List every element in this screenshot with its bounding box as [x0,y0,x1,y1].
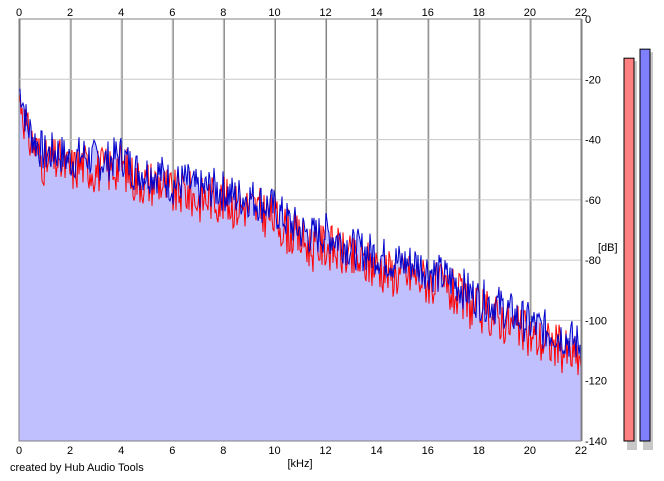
x-tick-label-bottom: 12 [319,445,331,457]
x-tick-label-bottom: 4 [118,445,124,457]
x-tick-label-top: 12 [319,7,331,19]
spectrum-lines [18,88,582,376]
x-tick-label-bottom: 22 [575,445,587,457]
x-ticks-top: 0 2 4 6 8 10 12 14 16 18 20 22 [16,7,587,19]
x-tick-label-top: 16 [422,7,434,19]
level-meter-bar [639,48,651,442]
y-tick-label: -100 [585,315,607,327]
x-tick-label-bottom: 10 [268,445,280,457]
x-tick-label-top: 10 [268,7,280,19]
x-tick-label-bottom: 16 [422,445,434,457]
x-tick-label-bottom: 18 [473,445,485,457]
level-meters [623,48,653,451]
y-tick-label: -120 [585,376,607,388]
x-tick-label-top: 6 [169,7,175,19]
x-tick-label-bottom: 2 [67,445,73,457]
y-tick-label: -60 [585,195,601,207]
y-ticks: 0 -20 -40 -60 -80 -100 -120 -140 [585,14,607,448]
credit-text: created by Hub Audio Tools [10,462,144,474]
y-axis-label: [dB] [598,242,618,254]
spectrum-fill [19,88,581,442]
x-tick-label-bottom: 6 [169,445,175,457]
y-tick-label: -80 [585,255,601,267]
x-tick-label-top: 4 [118,7,124,19]
x-tick-label-top: 20 [524,7,536,19]
level-meter-bar [623,57,635,442]
x-ticks-bottom: 0 2 4 6 8 10 12 14 16 18 20 22 [16,445,587,457]
plot-border [18,18,582,442]
x-tick-label-top: 0 [16,7,22,19]
series-line-blue [18,88,582,363]
x-tick-label-top: 14 [371,7,383,19]
y-tick-label: 0 [585,14,591,26]
spectrum-area [19,88,581,442]
x-tick-label-top: 18 [473,7,485,19]
x-tick-label-top: 22 [575,7,587,19]
y-tick-label: -20 [585,74,601,86]
x-tick-label-bottom: 14 [371,445,383,457]
y-tick-label: -140 [585,436,607,448]
x-tick-label-bottom: 20 [524,445,536,457]
plot-frame [18,18,582,442]
x-axis-label: [kHz] [287,458,312,470]
x-tick-label-bottom: 8 [220,445,226,457]
x-tick-label-top: 2 [67,7,73,19]
y-tick-label: -40 [585,135,601,147]
x-tick-label-bottom: 0 [16,445,22,457]
x-tick-label-top: 8 [220,7,226,19]
